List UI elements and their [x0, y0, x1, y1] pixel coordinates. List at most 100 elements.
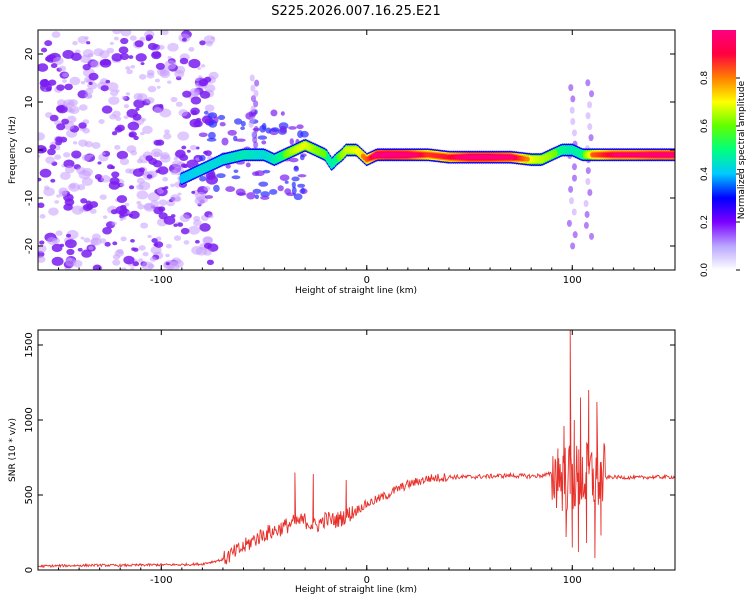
noise-speckle [58, 187, 69, 195]
noise-speckle [202, 236, 213, 245]
snr-panel: -100 0 100 0 500 1000 1500 Height of straight… [8, 329, 676, 595]
noise-speckle [108, 96, 120, 105]
noise-speckle [159, 108, 172, 118]
noise-speckle [180, 163, 187, 168]
noise-speckle [51, 31, 61, 39]
noise-speckle [116, 150, 129, 160]
noise-speckle [142, 125, 153, 134]
ridge-segment [510, 156, 516, 159]
noise-speckle [105, 79, 111, 84]
noise-speckle [110, 209, 118, 215]
noise-speckle [112, 259, 121, 266]
noise-speckle [140, 222, 149, 229]
transition-speckle [293, 166, 299, 172]
noise-speckle [158, 44, 165, 50]
noise-speckle [181, 37, 187, 42]
colorbar-ticks: 0.0 0.2 0.4 0.6 0.8 [700, 71, 740, 278]
noise-speckle [120, 183, 125, 187]
noise-speckle [154, 78, 160, 83]
noise-speckle [110, 165, 115, 170]
noise-speckle [63, 152, 71, 158]
noise-speckle [156, 139, 165, 146]
noise-speckle [128, 185, 135, 190]
noise-speckle [150, 245, 162, 255]
noise-speckle [179, 154, 189, 162]
noise-speckle [58, 65, 67, 72]
transition-speckle [277, 185, 284, 192]
noise-speckle [182, 90, 192, 98]
noise-speckle [63, 203, 73, 211]
transition-speckle [235, 138, 246, 142]
transition-speckle [260, 191, 270, 198]
noise-speckle [132, 113, 142, 121]
transition-speckle [225, 164, 231, 169]
noise-speckle [153, 242, 159, 247]
transition-speckle [258, 181, 269, 187]
transition-speckle [213, 184, 220, 193]
transition-speckle [237, 192, 247, 196]
noise-speckle [100, 175, 111, 183]
noise-speckle [64, 83, 73, 91]
noise-speckle [72, 141, 78, 145]
noise-speckle [78, 208, 84, 212]
noise-speckle [186, 149, 191, 153]
noise-speckle [190, 96, 202, 105]
side-streak-blob [570, 95, 576, 103]
noise-speckle [114, 126, 123, 133]
noise-speckle [164, 186, 169, 190]
side-streak-blob [254, 79, 260, 87]
side-streak-blob [584, 210, 590, 218]
noise-speckle [152, 51, 161, 58]
transition-speckle [291, 186, 297, 195]
noise-speckle [120, 236, 127, 242]
x-tick-label: 100 [563, 575, 582, 586]
transition-speckle [259, 124, 267, 133]
noise-speckle [156, 188, 165, 194]
side-streak-blob [588, 134, 594, 142]
noise-speckle [123, 255, 135, 265]
transition-speckle [245, 162, 251, 168]
noise-speckle [49, 144, 57, 150]
noise-speckle [82, 203, 93, 212]
noise-speckle [78, 104, 88, 111]
noise-speckle [115, 89, 120, 93]
noise-speckle [52, 237, 61, 244]
ridge-segment [525, 156, 530, 162]
noise-speckle [173, 157, 178, 161]
noise-speckle [133, 135, 139, 141]
noise-speckle [183, 240, 190, 245]
ridge-segment [671, 153, 675, 157]
colorbar-tick-label: 0.0 [700, 263, 710, 278]
noise-speckle [64, 239, 77, 249]
noise-speckle [68, 105, 80, 115]
y-tick-label: -20 [24, 238, 35, 254]
side-streak-blob [570, 242, 576, 250]
noise-speckle [204, 104, 215, 112]
noise-speckle [208, 214, 214, 219]
side-streak-blob [585, 178, 591, 186]
transition-speckle [240, 126, 245, 131]
noise-speckle [138, 258, 144, 263]
side-streak-blob [249, 74, 255, 82]
noise-speckle [128, 213, 134, 218]
x-tick-label: 100 [563, 275, 582, 286]
noise-speckle [203, 248, 212, 256]
noise-speckle [135, 53, 147, 62]
noise-speckle [204, 84, 216, 93]
noise-speckle [188, 225, 200, 235]
snr-frame [37, 329, 676, 571]
noise-speckle [134, 40, 144, 48]
noise-speckle [45, 156, 55, 164]
noise-speckle [59, 171, 71, 181]
snr-series-line [38, 330, 675, 569]
noise-speckle [63, 99, 75, 108]
noise-speckle [143, 203, 156, 212]
noise-speckle [135, 107, 140, 111]
noise-speckle [199, 40, 206, 46]
noise-speckle [71, 205, 84, 215]
noise-speckle-layer [38, 30, 309, 270]
side-streak-blob [571, 129, 577, 137]
noise-speckle [130, 267, 135, 270]
